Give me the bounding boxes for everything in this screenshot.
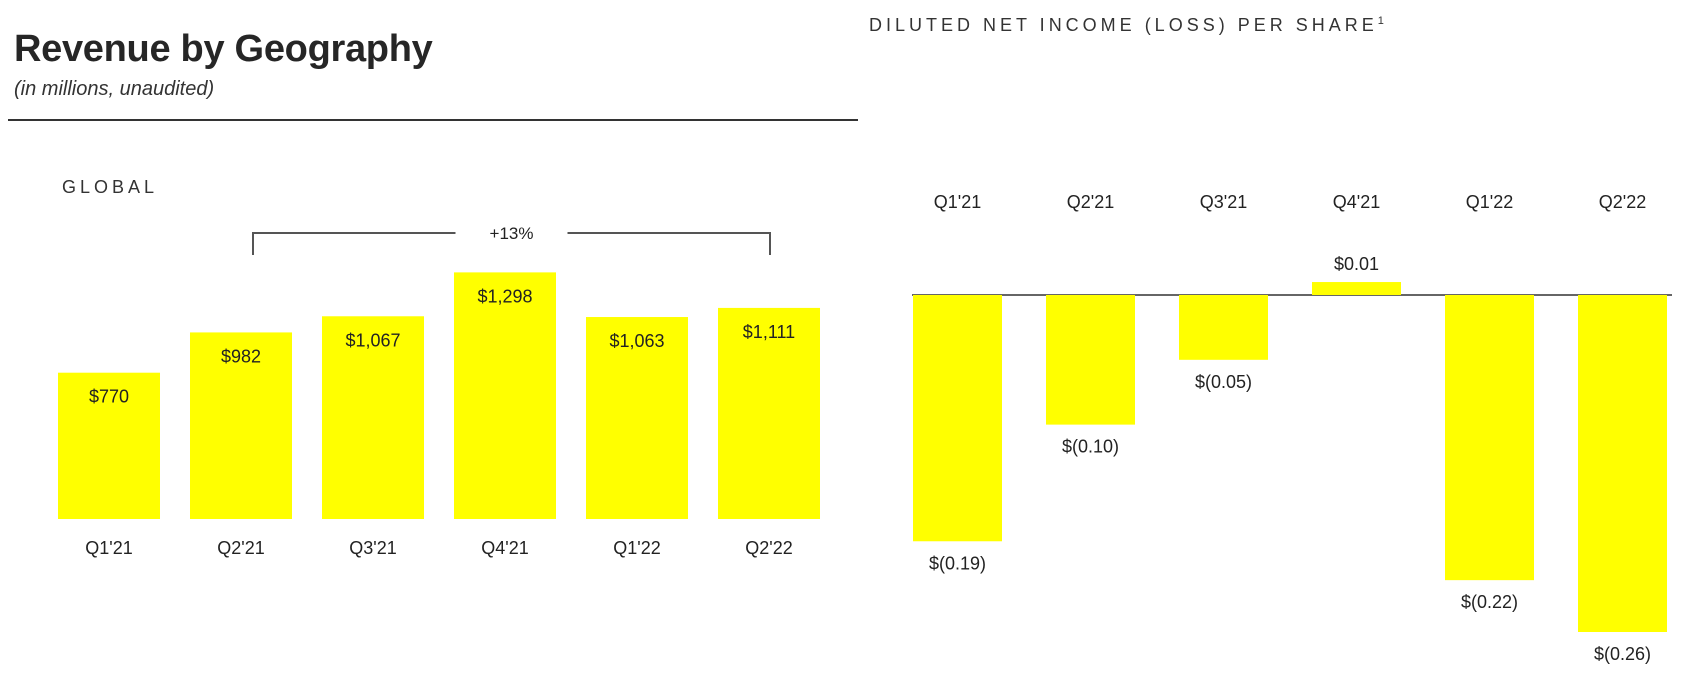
eps-bar-q3-21: [1179, 295, 1268, 360]
eps-bar-q2-21: [1046, 295, 1135, 425]
revenue-value-label-q4-21: $1,298: [477, 286, 532, 306]
revenue-category-label-q4-21: Q4'21: [481, 538, 528, 558]
eps-bar-q2-22: [1578, 295, 1667, 632]
revenue-bar-q1-21: [58, 372, 160, 519]
revenue-category-label-q3-21: Q3'21: [349, 538, 396, 558]
revenue-value-label-q1-21: $770: [89, 387, 129, 407]
page-title: Revenue by Geography: [14, 28, 433, 70]
eps-value-label-q3-21: $(0.05): [1195, 372, 1252, 392]
eps-bar-q1-21: [913, 295, 1002, 542]
revenue-category-label-q2-22: Q2'22: [745, 538, 792, 558]
revenue-bar-chart: $770 Q1'21 $982 Q2'21 $1,067 Q3'21 $1,298 Q4'21…: [58, 224, 820, 558]
eps-bar-q4-21: [1312, 282, 1401, 295]
eps-category-label-q2-22: Q2'22: [1599, 192, 1646, 212]
eps-value-label-q1-22: $(0.22): [1461, 592, 1518, 612]
title-divider: [8, 119, 858, 121]
eps-value-label-q4-21: $0.01: [1334, 254, 1379, 274]
revenue-category-label-q1-22: Q1'22: [613, 538, 660, 558]
revenue-value-label-q2-21: $982: [221, 346, 261, 366]
eps-category-label-q4-21: Q4'21: [1333, 192, 1380, 212]
revenue-bar-q4-21: [454, 272, 556, 519]
revenue-value-label-q3-21: $1,067: [345, 330, 400, 350]
growth-bracket-right: [567, 232, 771, 255]
eps-category-label-q1-21: Q1'21: [934, 192, 981, 212]
eps-category-label-q3-21: Q3'21: [1200, 192, 1247, 212]
page-subtitle: (in millions, unaudited): [14, 78, 215, 100]
revenue-bar-q1-22: [586, 317, 688, 519]
growth-bracket-left: [252, 232, 456, 255]
footnote-marker: 1: [1377, 15, 1384, 27]
growth-annotation-label: +13%: [490, 224, 534, 243]
eps-category-label-q1-22: Q1'22: [1466, 192, 1513, 212]
revenue-bar-q3-21: [322, 316, 424, 519]
eps-value-label-q1-21: $(0.19): [929, 553, 986, 573]
revenue-bar-q2-21: [190, 332, 292, 519]
revenue-bar-q2-22: [718, 307, 820, 519]
right-chart-title: DILUTED NET INCOME (LOSS) PER SHARE1: [869, 15, 1384, 36]
revenue-value-label-q1-22: $1,063: [609, 331, 664, 351]
eps-category-label-q2-21: Q2'21: [1067, 192, 1114, 212]
panel-label-global: GLOBAL: [62, 177, 159, 197]
right-chart-title-text: DILUTED NET INCOME (LOSS) PER SHARE: [869, 15, 1378, 35]
revenue-category-label-q2-21: Q2'21: [217, 538, 264, 558]
eps-bar-q1-22: [1445, 295, 1534, 581]
eps-value-label-q2-21: $(0.10): [1062, 437, 1119, 457]
revenue-value-label-q2-22: $1,111: [743, 322, 795, 342]
eps-value-label-q2-22: $(0.26): [1594, 644, 1651, 664]
revenue-category-label-q1-21: Q1'21: [85, 538, 132, 558]
